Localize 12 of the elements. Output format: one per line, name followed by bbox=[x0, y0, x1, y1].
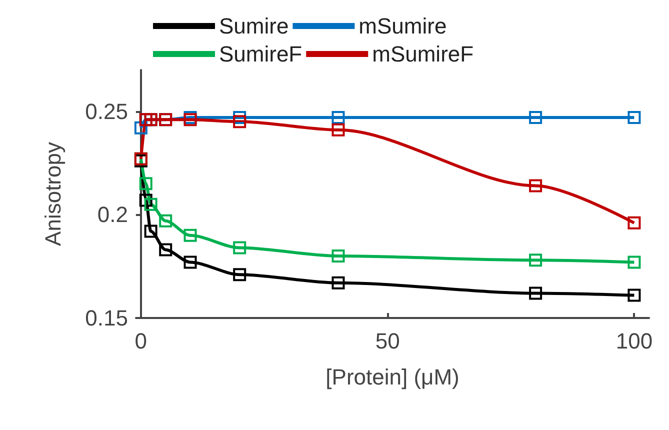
x-tick-label: 100 bbox=[616, 328, 653, 354]
legend-label: mSumireF bbox=[372, 42, 474, 66]
x-tick-label: 50 bbox=[375, 328, 400, 354]
y-tick-label: 0.2 bbox=[97, 202, 128, 228]
x-axis-title: [Protein] (μM) bbox=[326, 364, 460, 390]
legend-label: SumireF bbox=[219, 42, 302, 66]
y-axis-title: Anisotropy bbox=[40, 142, 66, 246]
x-tick-label: 0 bbox=[134, 328, 148, 354]
y-tick-label: 0.25 bbox=[85, 98, 128, 124]
legend-label: mSumire bbox=[358, 14, 447, 38]
legend-label: Sumire bbox=[219, 14, 289, 38]
y-tick-label: 0.15 bbox=[85, 306, 128, 330]
